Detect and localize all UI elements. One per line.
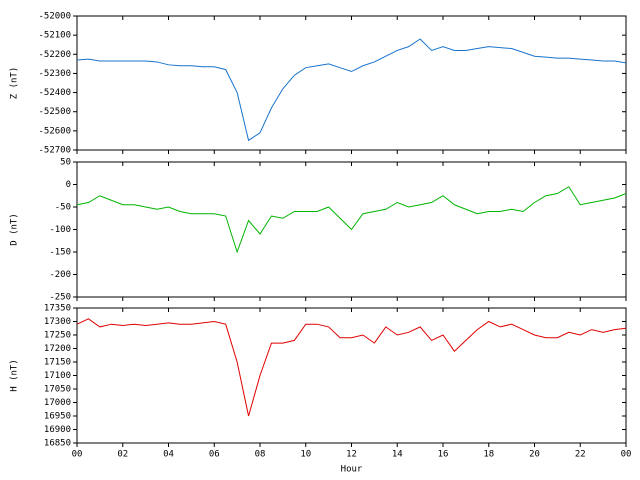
y-tick-label: -52500 — [38, 107, 71, 117]
plot-frame — [76, 15, 627, 151]
y-tick-label: -150 — [49, 248, 71, 258]
y-tick-label: -250 — [49, 293, 71, 303]
x-tick-label: 14 — [392, 450, 403, 460]
y-tick-label: -52700 — [38, 146, 71, 156]
y-tick-label: 17000 — [44, 398, 71, 408]
y-tick-label: -52200 — [38, 50, 71, 60]
y-tick-label: -100 — [49, 225, 71, 235]
x-tick-label: 04 — [163, 450, 174, 460]
y-tick-label: 16950 — [44, 412, 71, 422]
x-tick-label: 10 — [300, 450, 311, 460]
x-tick-label: 00 — [72, 450, 83, 460]
y-tick-label: 16850 — [44, 439, 71, 449]
x-tick-label: 08 — [255, 450, 266, 460]
x-tick-label: 00 — [621, 450, 632, 460]
x-tick-label: 06 — [209, 450, 220, 460]
y-tick-label: 17100 — [44, 371, 71, 381]
data-line — [76, 186, 627, 254]
x-tick-label: 12 — [346, 450, 357, 460]
y-tick-label: 50 — [60, 158, 71, 168]
y-tick-label: 17300 — [44, 317, 71, 327]
data-line — [76, 38, 627, 142]
y-tick-label: -52300 — [38, 69, 71, 79]
y-tick-label: -50 — [55, 203, 71, 213]
y-tick-label: -52000 — [38, 12, 71, 22]
x-axis-label: Hour — [341, 465, 363, 475]
y-tick-label: 16900 — [44, 425, 71, 435]
x-tick-label: 18 — [483, 450, 494, 460]
y-tick-label: -52100 — [38, 31, 71, 41]
plot-frame — [76, 307, 627, 444]
y-tick-label: 17250 — [44, 331, 71, 341]
x-tick-label: 20 — [529, 450, 540, 460]
y-axis-label: D (nT) — [10, 213, 20, 246]
y-tick-label: 17150 — [44, 358, 71, 368]
y-tick-label: -52400 — [38, 88, 71, 98]
y-tick-label: 17050 — [44, 385, 71, 395]
y-tick-label: 17350 — [44, 304, 71, 314]
x-tick-label: 16 — [438, 450, 449, 460]
y-tick-label: 0 — [66, 180, 71, 190]
y-tick-label: -52600 — [38, 126, 71, 136]
x-tick-label: 22 — [575, 450, 586, 460]
y-axis-label: H (nT) — [10, 359, 20, 392]
y-tick-label: 17200 — [44, 344, 71, 354]
y-tick-label: -200 — [49, 270, 71, 280]
x-tick-label: 02 — [117, 450, 128, 460]
y-axis-label: Z (nT) — [10, 67, 20, 100]
data-line — [76, 318, 627, 417]
